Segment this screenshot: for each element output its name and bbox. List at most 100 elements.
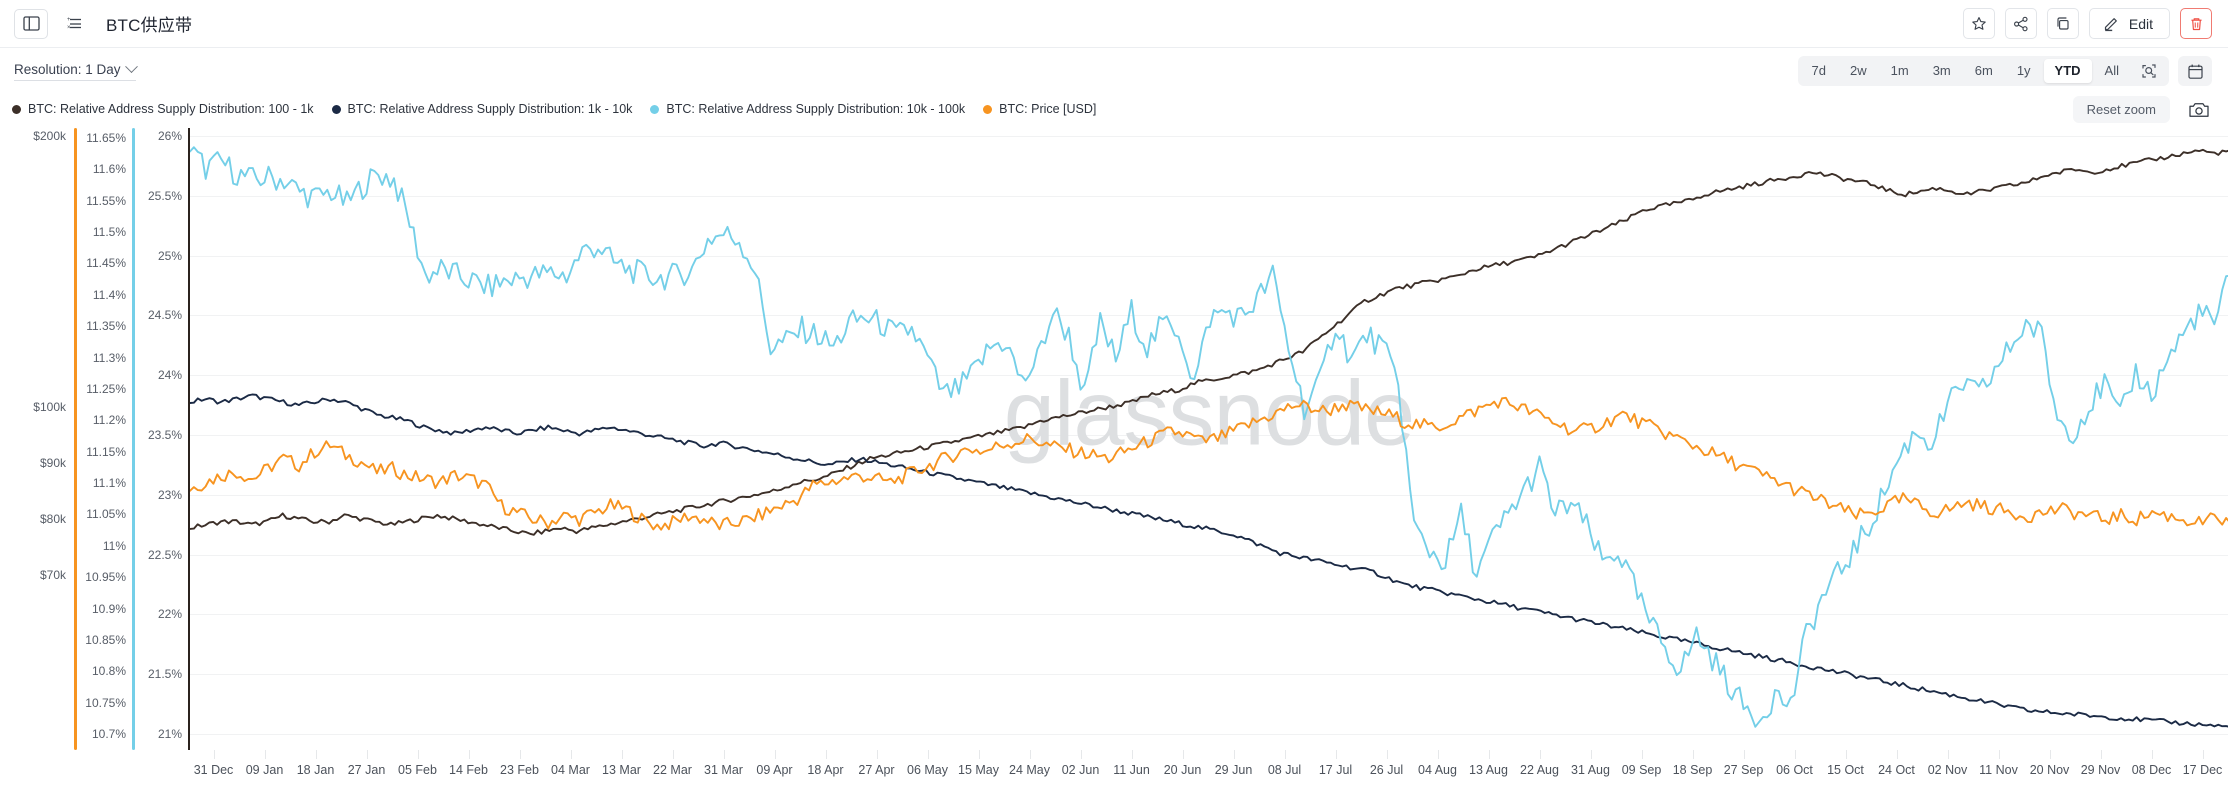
x-axis-tick-mark <box>2202 750 2204 759</box>
legend-item-price[interactable]: BTC: Price [USD] <box>983 102 1096 116</box>
zoom-select-button[interactable] <box>2132 59 2166 83</box>
x-axis-tick-label: 13 Mar <box>602 763 641 777</box>
resolution-selector[interactable]: Resolution: 1 Day <box>14 59 138 81</box>
x-axis-tick-label: 11 Jun <box>1113 763 1150 777</box>
x-axis: 31 Dec 09 Jan 18 Jan 27 Jan 05 Feb 14 Feb 23 F… <box>0 750 2228 797</box>
supply-10k-100k-axis-tick: 23.5% <box>147 428 182 442</box>
x-axis-tick-label: 15 Oct <box>1827 763 1864 777</box>
x-axis-tick-label: 08 Dec <box>2131 763 2172 777</box>
x-axis-tick-label: 27 Jan <box>347 763 386 777</box>
supply-10k-100k-axis-tick: 24% <box>157 368 182 383</box>
x-axis-tick-mark <box>978 750 980 759</box>
favorite-button[interactable] <box>1962 8 1995 39</box>
screenshot-button[interactable] <box>2186 98 2212 122</box>
series-line <box>190 393 2228 728</box>
x-axis-tick-mark <box>366 750 368 759</box>
supply-percent-axis-tick: 11.1% <box>92 476 126 491</box>
supply-percent-axis-tick: 11.55% <box>86 193 126 208</box>
x-axis-tick-label: 29 Jun <box>1214 763 1253 777</box>
gridline <box>190 614 2228 616</box>
supply-percent-axis-tick: 11% <box>102 538 126 553</box>
x-axis-tick-mark <box>570 750 572 759</box>
x-axis-tick-label: 20 Nov <box>2029 763 2070 777</box>
x-axis-tick-mark <box>1437 750 1439 759</box>
supply-10k-100k-axis-tick: 25.5% <box>147 188 182 203</box>
x-axis-tick-label: 27 Sep <box>1723 763 1764 777</box>
range-selector-group: 7d 2w 1m 3m 6m 1y YTD All <box>1797 56 2169 86</box>
duplicate-button[interactable] <box>2046 8 2079 39</box>
range-7d[interactable]: 7d <box>1811 63 1826 78</box>
gridline <box>190 136 2228 137</box>
supply-percent-axis-tick: 11.25% <box>86 381 126 396</box>
x-axis-tick-mark <box>2151 750 2153 759</box>
legend-item-100-1k[interactable]: BTC: Relative Address Supply Distributio… <box>12 102 314 116</box>
supply-10k-100k-axis-tick: 22.5% <box>147 547 182 562</box>
x-axis-tick-label: 27 Apr <box>858 763 895 777</box>
x-axis-tick-label: 31 Dec <box>193 763 234 777</box>
x-axis-tick-mark <box>825 750 827 759</box>
range-1m[interactable]: 1m <box>1890 63 1909 78</box>
price-axis-tick: $90k <box>39 455 66 470</box>
edit-button[interactable]: Edit <box>2088 8 2170 39</box>
x-axis-tick-mark <box>927 750 929 759</box>
legend-label: BTC: Relative Address Supply Distributio… <box>666 102 966 116</box>
top-bar-actions: Edit <box>1962 8 2228 39</box>
x-axis-tick-label: 29 Nov <box>2080 763 2121 777</box>
gridline <box>190 375 2228 377</box>
x-axis-tick-mark <box>468 750 470 759</box>
top-bar-left: + × BTC供应带 <box>0 8 193 39</box>
x-axis-tick-mark <box>621 750 623 759</box>
supply-percent-axis-tick: 11.05% <box>86 507 126 522</box>
supply-percent-axis-tick: 11.35% <box>86 319 126 334</box>
plot-area[interactable]: glassnode <box>188 128 2228 750</box>
x-axis-tick-mark <box>1488 750 1490 759</box>
x-axis-tick-mark <box>1539 750 1541 759</box>
x-axis-tick-mark <box>1845 750 1847 759</box>
delete-button[interactable] <box>2180 8 2212 39</box>
sidebar-toggle-button[interactable] <box>14 8 48 39</box>
x-axis-tick-label: 13 Aug <box>1469 763 1508 777</box>
supply-percent-axis-tick: 10.85% <box>85 632 126 647</box>
range-6m[interactable]: 6m <box>1974 63 1993 78</box>
legend-dot-icon <box>12 104 21 114</box>
x-axis-tick-label: 04 Mar <box>551 763 590 777</box>
supply-percent-axis-tick: 11.2% <box>92 413 126 428</box>
range-all[interactable]: All <box>2104 63 2119 78</box>
supply-percent-axis-tick: 11.6% <box>92 162 126 177</box>
supply-percent-axis-tick: 10.9% <box>91 601 126 616</box>
svg-text:+: + <box>67 17 71 23</box>
supply-percent-axis-tick: 11.3% <box>92 350 126 365</box>
metrics-list-icon: + × <box>67 17 81 31</box>
price-axis-tick: $80k <box>39 511 66 526</box>
supply-10k-100k-axis-tick: 24.5% <box>147 308 182 323</box>
reset-zoom-button[interactable]: Reset zoom <box>2072 96 2170 123</box>
gridline <box>190 674 2228 676</box>
x-axis-tick-mark <box>1998 750 2000 759</box>
legend-item-10k-100k[interactable]: BTC: Relative Address Supply Distributio… <box>650 102 965 116</box>
range-3m[interactable]: 3m <box>1932 63 1951 78</box>
metrics-list-button[interactable]: + × <box>62 11 88 37</box>
gridline <box>190 734 2228 735</box>
range-ytd[interactable]: YTD <box>2043 59 2092 83</box>
share-button[interactable] <box>2004 8 2037 39</box>
range-2w[interactable]: 2w <box>1850 63 1867 78</box>
calendar-icon <box>2187 64 2203 79</box>
supply-percent-axis-tick: 10.8% <box>91 664 126 679</box>
trash-icon <box>2190 17 2202 30</box>
supply-percent-axis-tick: 10.95% <box>85 570 126 585</box>
panel-toggle-icon <box>22 16 40 31</box>
range-1y[interactable]: 1y <box>2016 63 2031 78</box>
legend-item-1k-10k[interactable]: BTC: Relative Address Supply Distributio… <box>331 102 632 116</box>
x-axis-tick-label: 11 Nov <box>1979 763 2018 777</box>
x-axis-tick-mark <box>519 750 521 759</box>
x-axis-tick-mark <box>1029 750 1031 759</box>
supply-percent-axis-tick: 10.7% <box>91 727 126 741</box>
x-axis-tick-label: 06 Oct <box>1776 763 1813 777</box>
gridline <box>190 494 2228 496</box>
series-line <box>190 146 2228 728</box>
chart[interactable]: $200k $100k $90k $80k $70k 11.65% 11.6% 11.55%… <box>0 128 2228 797</box>
zoom-select-icon <box>2142 64 2156 78</box>
x-axis-tick-label: 06 May <box>907 763 948 777</box>
calendar-button[interactable] <box>2178 56 2212 86</box>
page-title: BTC供应带 <box>106 16 193 35</box>
